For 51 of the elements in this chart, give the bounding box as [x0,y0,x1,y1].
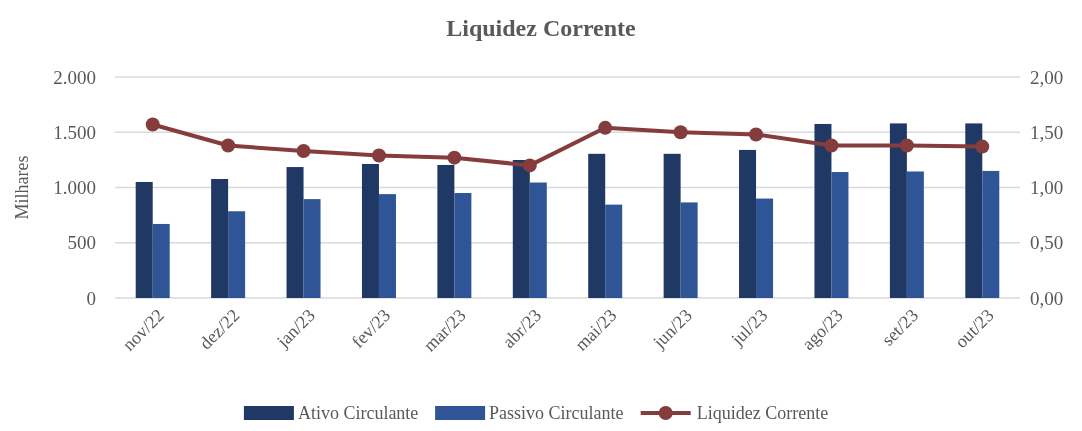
bar [437,164,455,298]
bar [454,193,472,298]
legend-label: Ativo Circulante [297,403,419,423]
bar [814,123,832,298]
y2-tick-label: 0,50 [1030,232,1064,254]
point [371,148,386,163]
bar [361,163,379,298]
bar [378,194,396,298]
point [899,138,914,153]
bar [906,171,924,298]
y2-tick-label: 1,50 [1030,121,1064,143]
point [145,117,160,132]
y-tick-label: 500 [67,232,96,254]
bar [512,159,530,298]
bar [756,198,774,298]
y-tick-label: 2.000 [53,66,96,88]
point [221,138,236,153]
y-tick-label: 1.000 [53,177,96,199]
bar [982,170,1000,298]
bar [889,123,907,298]
y-tick-label: 0 [86,287,96,309]
point [749,127,764,142]
bar [286,167,304,298]
bar [831,172,849,298]
legend-label: Passivo Circulante [489,403,624,423]
bar [588,153,606,298]
y2-tick-label: 2,00 [1030,66,1064,88]
bar [211,178,229,298]
y2-tick-label: 1,00 [1030,177,1064,199]
bar [228,211,246,298]
bar [303,199,321,298]
point [824,138,839,153]
bar [152,223,170,298]
point [522,158,537,173]
bar [529,182,547,298]
bar [135,181,153,298]
chart-title: Liquidez Corrente [446,15,637,41]
y2-tick-label: 0,00 [1030,287,1064,309]
point [296,144,311,159]
point [598,120,613,135]
y-tick-label: 1.500 [53,121,96,143]
point [447,150,462,165]
bar [663,153,681,298]
bar [680,202,698,298]
y-axis-title: Milhares [12,155,32,220]
point [673,125,688,140]
bar [605,204,623,298]
bar [965,123,983,298]
legend-label: Liquidez Corrente [696,403,829,423]
bar [739,149,757,298]
point [975,139,990,154]
